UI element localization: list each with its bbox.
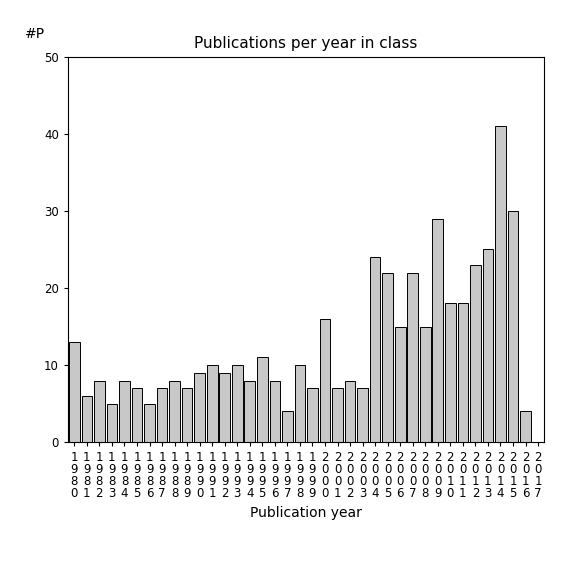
Bar: [407, 273, 418, 442]
Bar: [433, 219, 443, 442]
X-axis label: Publication year: Publication year: [250, 506, 362, 520]
Bar: [182, 388, 192, 442]
Bar: [382, 273, 393, 442]
Bar: [82, 396, 92, 442]
Bar: [207, 365, 218, 442]
Bar: [269, 380, 280, 442]
Bar: [257, 357, 268, 442]
Text: #P: #P: [25, 27, 45, 41]
Bar: [495, 126, 506, 442]
Bar: [156, 388, 167, 442]
Bar: [345, 380, 356, 442]
Bar: [144, 404, 155, 442]
Bar: [507, 211, 518, 442]
Bar: [320, 319, 331, 442]
Bar: [458, 303, 468, 442]
Bar: [357, 388, 368, 442]
Bar: [94, 380, 105, 442]
Bar: [470, 265, 481, 442]
Bar: [520, 412, 531, 442]
Bar: [420, 327, 430, 442]
Bar: [445, 303, 456, 442]
Bar: [282, 412, 293, 442]
Bar: [119, 380, 130, 442]
Bar: [295, 365, 305, 442]
Bar: [194, 373, 205, 442]
Bar: [219, 373, 230, 442]
Bar: [244, 380, 255, 442]
Bar: [370, 257, 380, 442]
Bar: [132, 388, 142, 442]
Bar: [307, 388, 318, 442]
Bar: [69, 342, 79, 442]
Bar: [483, 249, 493, 442]
Bar: [169, 380, 180, 442]
Bar: [107, 404, 117, 442]
Bar: [332, 388, 343, 442]
Bar: [395, 327, 405, 442]
Bar: [232, 365, 243, 442]
Title: Publications per year in class: Publications per year in class: [194, 36, 418, 52]
